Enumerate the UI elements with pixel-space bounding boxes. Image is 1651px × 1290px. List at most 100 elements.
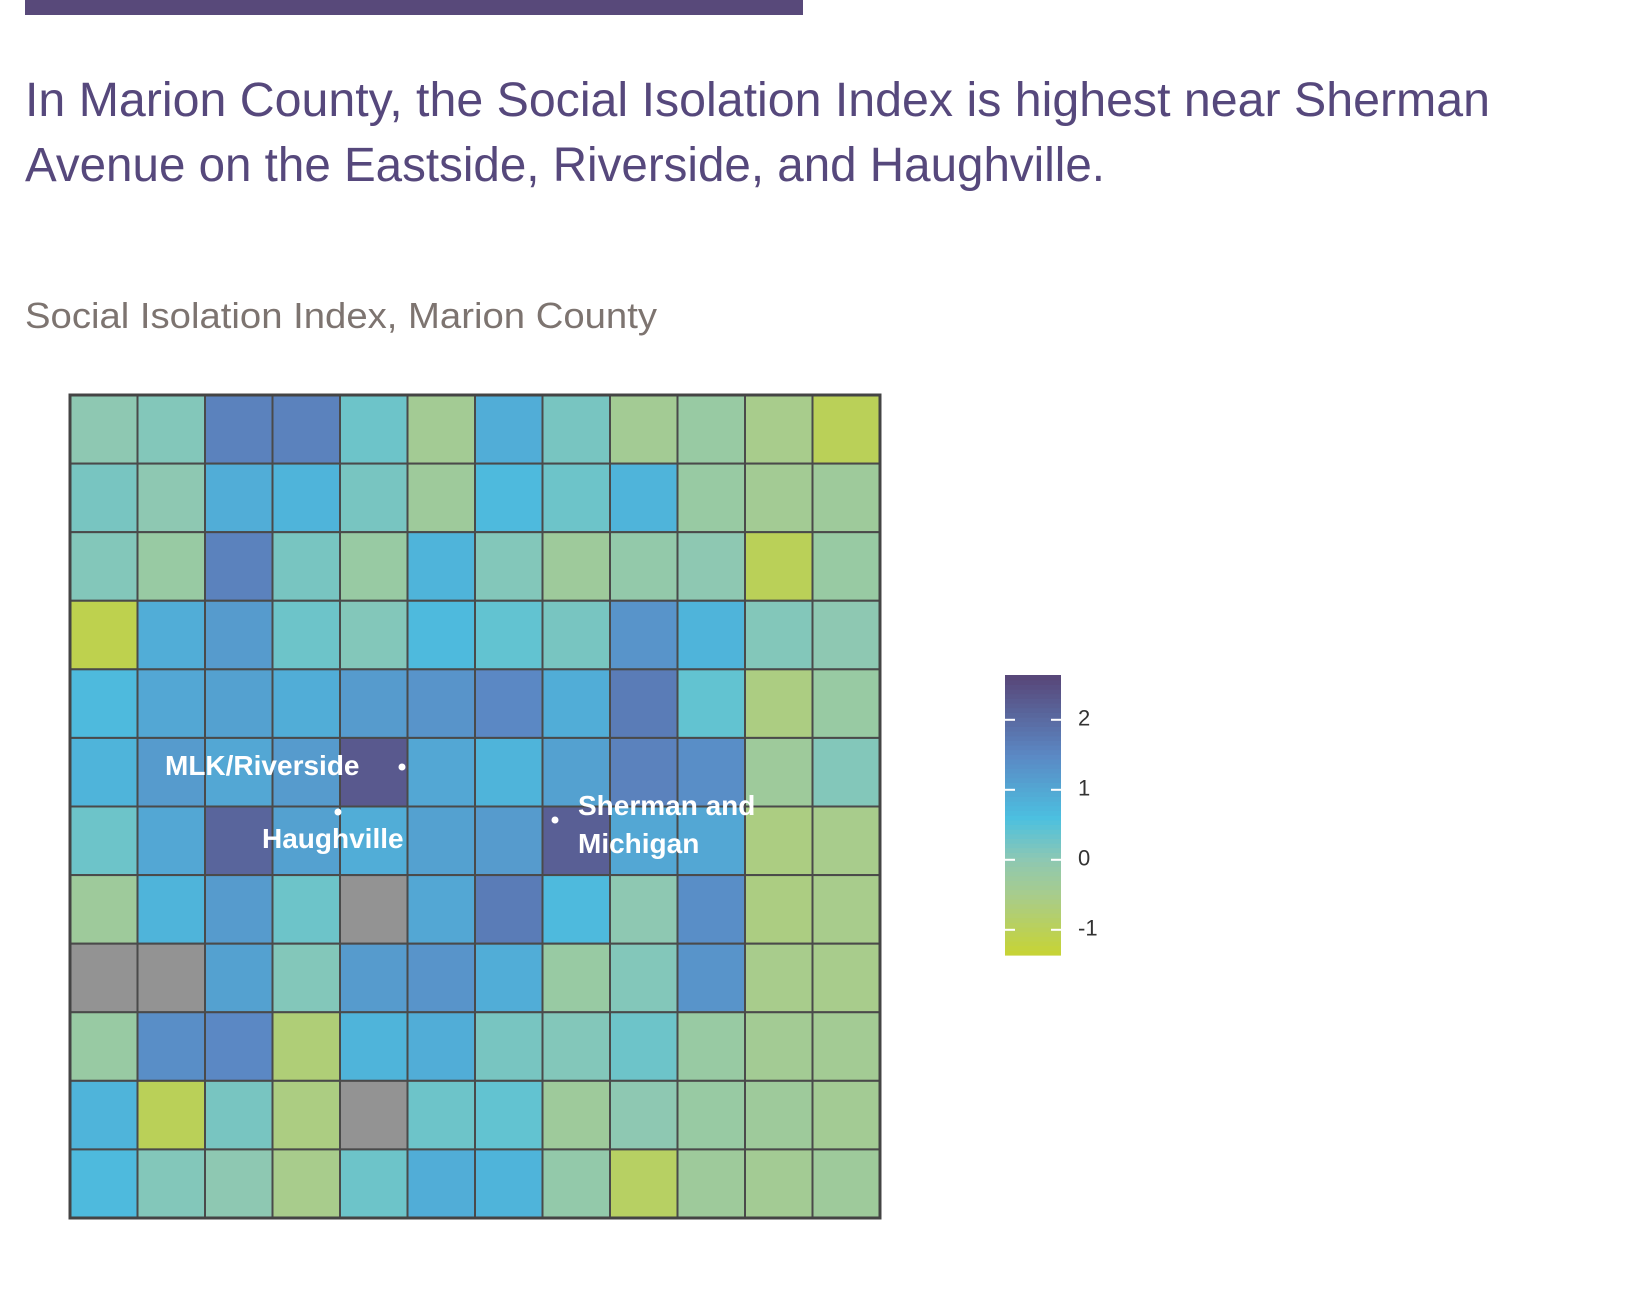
tract	[136, 736, 206, 808]
tract	[676, 599, 746, 671]
tract	[474, 736, 544, 808]
colorbar-step	[1005, 857, 1061, 863]
tract	[676, 531, 746, 602]
colorbar-step	[1005, 684, 1061, 690]
tract	[744, 394, 814, 465]
tract	[339, 394, 409, 465]
colorbar-step	[1005, 833, 1061, 839]
tract	[474, 531, 544, 602]
tract	[271, 1079, 341, 1151]
tract	[204, 394, 274, 465]
legend: 2 1 0 -1	[1005, 675, 1098, 956]
tract	[811, 394, 881, 465]
tract	[204, 1011, 274, 1082]
tract	[541, 942, 611, 1014]
tract	[204, 668, 274, 739]
location-dot	[398, 763, 406, 771]
colorbar-step	[1005, 945, 1061, 951]
map: MLK/Riverside Haughville Sherman and Michig…	[68, 393, 882, 1220]
colorbar-step	[1005, 838, 1061, 844]
tract	[474, 462, 544, 534]
tract	[339, 1011, 409, 1082]
colorbar-step	[1005, 922, 1061, 928]
colorbar-step	[1005, 791, 1061, 797]
tract	[609, 599, 679, 671]
tract	[811, 462, 881, 534]
tract	[744, 1011, 814, 1082]
tract	[69, 668, 139, 739]
tract	[69, 394, 139, 465]
tract	[676, 668, 746, 739]
no-data-tract	[339, 874, 409, 945]
tract	[609, 1148, 679, 1219]
tract	[204, 1148, 274, 1219]
tract	[136, 462, 206, 534]
tract	[69, 1011, 139, 1082]
tract	[204, 1079, 274, 1151]
tract	[744, 462, 814, 534]
colorbar-step	[1005, 819, 1061, 825]
tract	[609, 531, 679, 602]
tract	[811, 1079, 881, 1151]
colorbar-step	[1005, 866, 1061, 872]
tract	[339, 1148, 409, 1219]
tract	[541, 1079, 611, 1151]
tract	[69, 531, 139, 602]
map-label: Haughville	[262, 823, 404, 854]
tract	[609, 394, 679, 465]
tract	[541, 462, 611, 534]
colorbar-step	[1005, 894, 1061, 900]
tract	[136, 599, 206, 671]
tract	[474, 805, 544, 877]
tract	[69, 736, 139, 808]
tract	[271, 1148, 341, 1219]
tract	[811, 1011, 881, 1082]
colorbar-step	[1005, 941, 1061, 947]
tract	[676, 1011, 746, 1082]
map-label: Michigan	[578, 828, 699, 859]
tract	[744, 668, 814, 739]
colorbar-step	[1005, 829, 1061, 835]
tract	[406, 668, 476, 739]
tract	[676, 462, 746, 534]
tract	[541, 668, 611, 739]
colorbar-step	[1005, 810, 1061, 816]
tract	[406, 394, 476, 465]
tract	[136, 874, 206, 945]
tract	[271, 531, 341, 602]
colorbar-step	[1005, 759, 1061, 765]
colorbar-step	[1005, 712, 1061, 718]
county-outline	[68, 393, 882, 1220]
tract	[744, 599, 814, 671]
tract	[609, 1011, 679, 1082]
tract	[204, 942, 274, 1014]
colorbar-step	[1005, 703, 1061, 709]
colorbar-step	[1005, 880, 1061, 886]
tract	[406, 874, 476, 945]
tract	[474, 874, 544, 945]
tract	[271, 805, 341, 877]
colorbar-step	[1005, 913, 1061, 919]
tract	[136, 1011, 206, 1082]
tract	[406, 462, 476, 534]
tract	[136, 394, 206, 465]
tract	[541, 599, 611, 671]
tract	[541, 394, 611, 465]
colorbar-step	[1005, 927, 1061, 933]
tract	[339, 599, 409, 671]
colorbar-step	[1005, 726, 1061, 732]
tract	[541, 1148, 611, 1219]
tract	[69, 1148, 139, 1219]
tract	[744, 531, 814, 602]
colorbar-step	[1005, 950, 1061, 956]
location-dot	[334, 808, 342, 816]
colorbar-step	[1005, 735, 1061, 741]
colorbar-step	[1005, 852, 1061, 858]
colorbar-step	[1005, 861, 1061, 867]
colorbar-step	[1005, 885, 1061, 891]
tract	[69, 874, 139, 945]
tract	[609, 1079, 679, 1151]
colorbar-tick-label: 2	[1078, 706, 1090, 731]
tract	[339, 942, 409, 1014]
